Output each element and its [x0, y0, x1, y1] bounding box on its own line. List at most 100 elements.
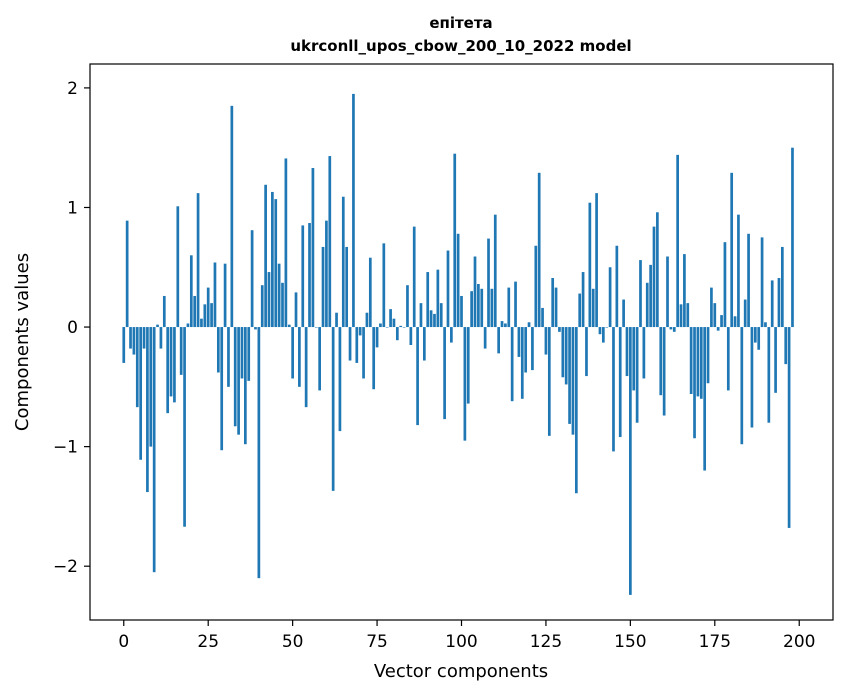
bar-108	[487, 238, 490, 328]
bar-77	[382, 243, 386, 328]
bar-39	[254, 327, 257, 330]
x-tick-label: 50	[282, 632, 304, 652]
bars	[122, 93, 794, 595]
bar-53	[301, 225, 305, 328]
bar-93	[436, 269, 440, 328]
bar-116	[514, 281, 517, 328]
bar-17	[179, 327, 183, 375]
chart-title-line-2: ukrconll_upos_cbow_200_10_2022 model	[290, 37, 631, 55]
bar-30	[223, 263, 227, 328]
bar-109	[490, 288, 494, 328]
bar-139	[591, 288, 595, 328]
bar-74	[372, 327, 376, 390]
bar-150	[629, 327, 632, 595]
bar-13	[166, 327, 170, 414]
bar-101	[463, 327, 467, 441]
bar-35	[240, 327, 244, 379]
y-tick-label: 0	[67, 318, 78, 338]
bar-42	[264, 184, 267, 328]
bar-191	[767, 327, 771, 423]
bar-94	[439, 303, 443, 328]
bar-66	[345, 246, 349, 328]
bar-50	[291, 327, 294, 379]
bar-171	[699, 327, 703, 399]
bar-124	[541, 307, 544, 328]
bar-163	[672, 327, 676, 332]
bar-31	[227, 327, 230, 387]
bar-99	[456, 233, 460, 328]
bar-169	[693, 327, 696, 439]
plot-frame	[89, 63, 834, 621]
bar-187	[753, 327, 757, 343]
bar-144	[608, 267, 612, 328]
bar-160	[662, 327, 666, 416]
bar-167	[686, 303, 690, 328]
bar-72	[365, 312, 369, 328]
bar-134	[574, 327, 578, 494]
x-tick-label: 150	[614, 632, 646, 652]
bar-113	[504, 323, 507, 328]
bar-71	[362, 327, 365, 379]
bar-21	[193, 295, 197, 328]
bar-130	[561, 327, 565, 378]
bar-83	[402, 327, 406, 328]
x-tick-label: 75	[366, 632, 388, 652]
bar-143	[605, 327, 609, 328]
bar-10	[156, 324, 159, 328]
bar-87	[416, 327, 419, 426]
bar-11	[159, 327, 163, 349]
bar-76	[379, 323, 382, 328]
bar-132	[568, 327, 571, 424]
bar-98	[453, 153, 457, 328]
bar-73	[368, 257, 372, 328]
bar-128	[554, 287, 558, 328]
bar-38	[250, 230, 254, 328]
bar-68	[352, 93, 355, 328]
bar-135	[578, 293, 582, 328]
bar-56	[311, 168, 315, 328]
bar-49	[287, 324, 291, 328]
bar-172	[703, 327, 707, 471]
bar-14	[169, 327, 173, 397]
bar-1	[125, 220, 129, 328]
bar-196	[784, 327, 788, 365]
x-tick-label: 200	[783, 632, 815, 652]
bar-193	[774, 327, 777, 393]
bar-29	[220, 327, 224, 451]
bar-177	[720, 315, 723, 328]
bar-162	[669, 327, 673, 330]
bar-81	[395, 327, 399, 341]
bar-19	[186, 323, 190, 328]
bar-133	[571, 327, 575, 435]
bar-59	[321, 246, 325, 328]
bar-131	[564, 327, 568, 385]
bar-145	[612, 327, 615, 452]
bar-129	[558, 327, 561, 332]
bar-164	[676, 154, 679, 328]
bar-111	[497, 327, 500, 354]
x-tick-label: 175	[699, 632, 731, 652]
bar-103	[470, 291, 473, 328]
bar-41	[260, 285, 264, 328]
bar-48	[284, 158, 288, 328]
bar-60	[325, 220, 328, 328]
bar-142	[601, 327, 605, 343]
x-tick-label: 100	[445, 632, 477, 652]
y-tick-label: −2	[53, 557, 78, 577]
bar-114	[507, 287, 511, 328]
bar-180	[730, 172, 734, 328]
bar-58	[318, 327, 321, 391]
bar-148	[622, 299, 625, 328]
bar-179	[726, 327, 730, 391]
bar-20	[189, 255, 193, 328]
bar-18	[183, 327, 186, 527]
bar-89	[423, 327, 426, 361]
bar-3	[132, 327, 136, 355]
bar-190	[764, 322, 767, 328]
x-axis-label: Vector components	[374, 661, 548, 682]
bar-194	[777, 278, 781, 328]
bar-91	[429, 310, 433, 328]
bar-40	[257, 327, 261, 579]
bar-97	[450, 327, 453, 343]
